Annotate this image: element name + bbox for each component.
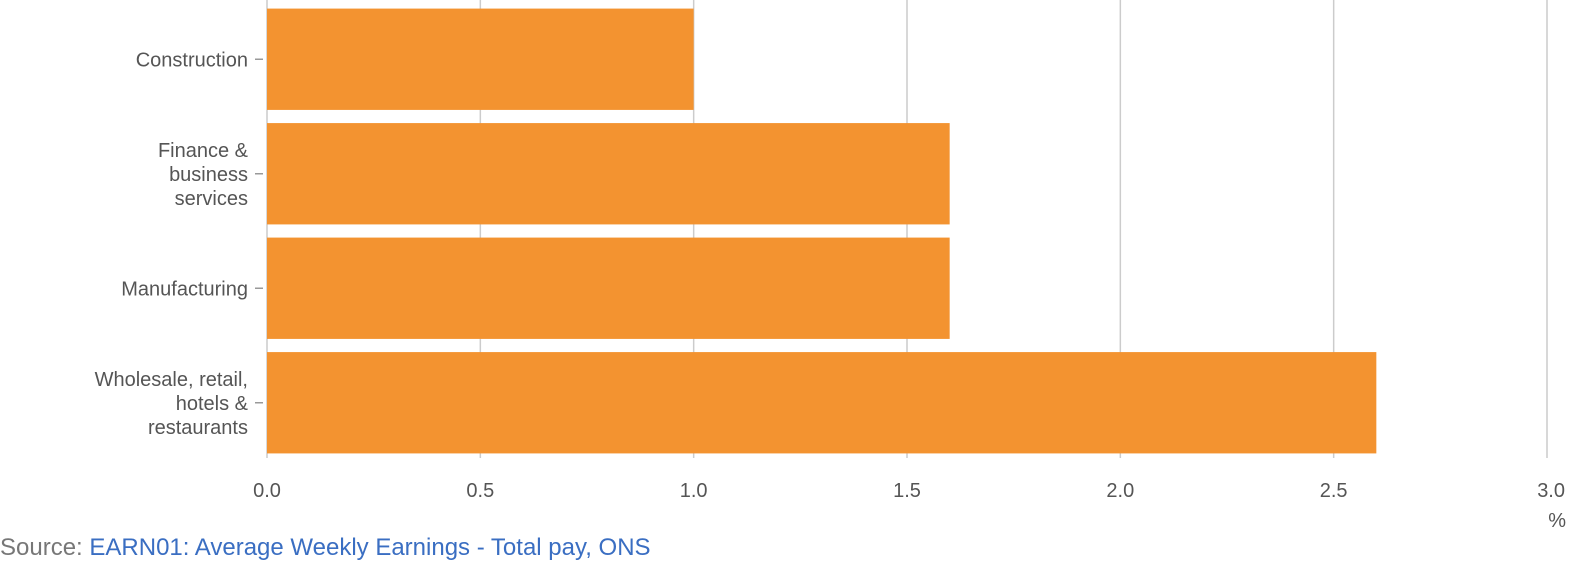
bar[interactable] (267, 123, 950, 225)
x-axis-unit-label: % (1548, 510, 1566, 530)
x-tick-label: 0.0 (253, 480, 281, 502)
x-tick-label: 2.0 (1106, 480, 1134, 502)
source-prefix: Source: (0, 534, 90, 561)
bar[interactable] (267, 237, 950, 339)
bars (267, 8, 1377, 454)
x-tick-label: 1.5 (893, 480, 921, 502)
source-link[interactable]: EARN01: Average Weekly Earnings - Total … (89, 534, 651, 561)
category-label: Finance & business services (158, 140, 249, 210)
bar-chart: 0.0 0.5 1.0 1.5 2.0 2.5 3.0 Construction Financ… (95, 0, 1566, 530)
x-tick-label: 2.5 (1320, 480, 1348, 502)
source-line: Source: EARN01: Average Weekly Earnings … (0, 534, 651, 562)
category-label: Wholesale, retail, hotels & restaurants (95, 369, 249, 439)
category-label: Manufacturing (121, 278, 248, 300)
x-tick-label: 0.5 (466, 480, 494, 502)
x-axis: 0.0 0.5 1.0 1.5 2.0 2.5 3.0 (253, 480, 1565, 502)
x-tick-label: 3.0 (1537, 480, 1565, 502)
x-tick-label: 1.0 (680, 480, 708, 502)
bar[interactable] (267, 8, 694, 110)
category-label: Construction (136, 49, 248, 71)
bar[interactable] (267, 352, 1377, 454)
y-axis: Construction Finance & business services Man… (95, 49, 263, 439)
